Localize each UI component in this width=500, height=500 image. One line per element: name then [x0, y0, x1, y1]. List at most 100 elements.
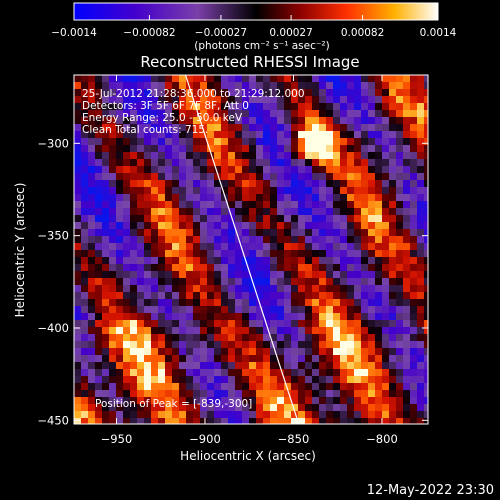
heatmap-cell: [200, 348, 208, 356]
heatmap-cell: [186, 404, 194, 412]
heatmap-cell: [277, 236, 285, 244]
heatmap-cell: [305, 285, 313, 293]
heatmap-cell: [354, 173, 362, 181]
heatmap-cell: [333, 96, 341, 104]
heatmap-cell: [193, 334, 201, 342]
heatmap-cell: [74, 243, 82, 251]
heatmap-cell: [319, 243, 327, 251]
heatmap-cell: [382, 418, 390, 424]
heatmap-cell: [298, 327, 306, 335]
heatmap-cell: [424, 124, 428, 132]
heatmap-cell: [263, 145, 271, 153]
heatmap-cell: [116, 257, 124, 265]
heatmap-cell: [109, 355, 117, 363]
heatmap-cell: [403, 369, 411, 377]
heatmap-cell: [179, 201, 187, 209]
heatmap-cell: [151, 250, 159, 258]
heatmap-cell: [228, 82, 236, 90]
heatmap-cell: [340, 110, 348, 118]
heatmap-cell: [354, 124, 362, 132]
heatmap-cell: [200, 397, 208, 405]
heatmap-cell: [242, 369, 250, 377]
heatmap-cell: [403, 397, 411, 405]
heatmap-cell: [116, 327, 124, 335]
heatmap-cell: [102, 138, 110, 146]
heatmap-cell: [312, 397, 320, 405]
heatmap-cell: [130, 341, 138, 349]
heatmap-cell: [242, 159, 250, 167]
heatmap-cell: [284, 355, 292, 363]
heatmap-cell: [186, 110, 194, 118]
heatmap-cell: [165, 208, 173, 216]
heatmap-cell: [186, 75, 194, 83]
heatmap-cell: [284, 299, 292, 307]
heatmap-cell: [424, 180, 428, 188]
heatmap-cell: [123, 180, 131, 188]
heatmap-cell: [333, 187, 341, 195]
colorbar-ticks: −0.0014 −0.00082 −0.00027 0.00027 0.00082 0.0…: [51, 15, 457, 39]
heatmap-cell: [319, 362, 327, 370]
heatmap-cell: [151, 145, 159, 153]
heatmap-cell: [228, 250, 236, 258]
heatmap-cell: [221, 145, 229, 153]
heatmap-cell: [319, 103, 327, 111]
heatmap-cell: [179, 82, 187, 90]
x-tick-label: −900: [189, 432, 221, 446]
heatmap-cell: [382, 75, 390, 83]
heatmap-cell: [361, 362, 369, 370]
heatmap-cell: [277, 278, 285, 286]
heatmap-cell: [424, 390, 428, 398]
heatmap-cell: [144, 404, 152, 412]
heatmap-cell: [242, 334, 250, 342]
heatmap-cell: [116, 341, 124, 349]
heatmap-cell: [228, 271, 236, 279]
heatmap-cell: [242, 180, 250, 188]
heatmap-cell: [214, 138, 222, 146]
heatmap-cell: [424, 376, 428, 384]
heatmap-cell: [326, 397, 334, 405]
heatmap-cell: [389, 306, 397, 314]
heatmap-cell: [312, 145, 320, 153]
heatmap-cell: [221, 313, 229, 321]
heatmap-cell: [256, 131, 264, 139]
heatmap-cell: [249, 75, 257, 83]
heatmap-cell: [354, 278, 362, 286]
heatmap-cell: [361, 257, 369, 265]
heatmap-cell: [424, 411, 428, 419]
heatmap-cell: [95, 236, 103, 244]
heatmap-cell: [403, 82, 411, 90]
heatmap-cell: [333, 327, 341, 335]
heatmap-cell: [291, 397, 299, 405]
heatmap-cell: [319, 124, 327, 132]
y-tick-label: −450: [37, 413, 69, 427]
heatmap-cell: [158, 131, 166, 139]
heatmap-cell: [137, 383, 145, 391]
heatmap-cell: [221, 348, 229, 356]
heatmap-cell: [368, 166, 376, 174]
heatmap-cell: [361, 327, 369, 335]
heatmap-cell: [137, 103, 145, 111]
heatmap-cell: [312, 82, 320, 90]
heatmap-cell: [235, 131, 243, 139]
heatmap-cell: [249, 341, 257, 349]
heatmap-cell: [382, 369, 390, 377]
heatmap-cell: [375, 362, 383, 370]
heatmap-cell: [368, 320, 376, 328]
heatmap-cell: [193, 341, 201, 349]
heatmap-cell: [207, 152, 215, 160]
heatmap-cell: [137, 145, 145, 153]
heatmap-cell: [263, 110, 271, 118]
heatmap-cell: [368, 201, 376, 209]
heatmap-cell: [200, 299, 208, 307]
heatmap-cell: [186, 236, 194, 244]
heatmap-cell: [312, 131, 320, 139]
heatmap-cell: [137, 159, 145, 167]
heatmap-cell: [263, 96, 271, 104]
heatmap-cell: [123, 292, 131, 300]
heatmap-cell: [228, 187, 236, 195]
heatmap-cell: [277, 159, 285, 167]
heatmap-cell: [361, 103, 369, 111]
heatmap-cell: [95, 278, 103, 286]
heatmap-cell: [403, 96, 411, 104]
heatmap-cell: [193, 299, 201, 307]
